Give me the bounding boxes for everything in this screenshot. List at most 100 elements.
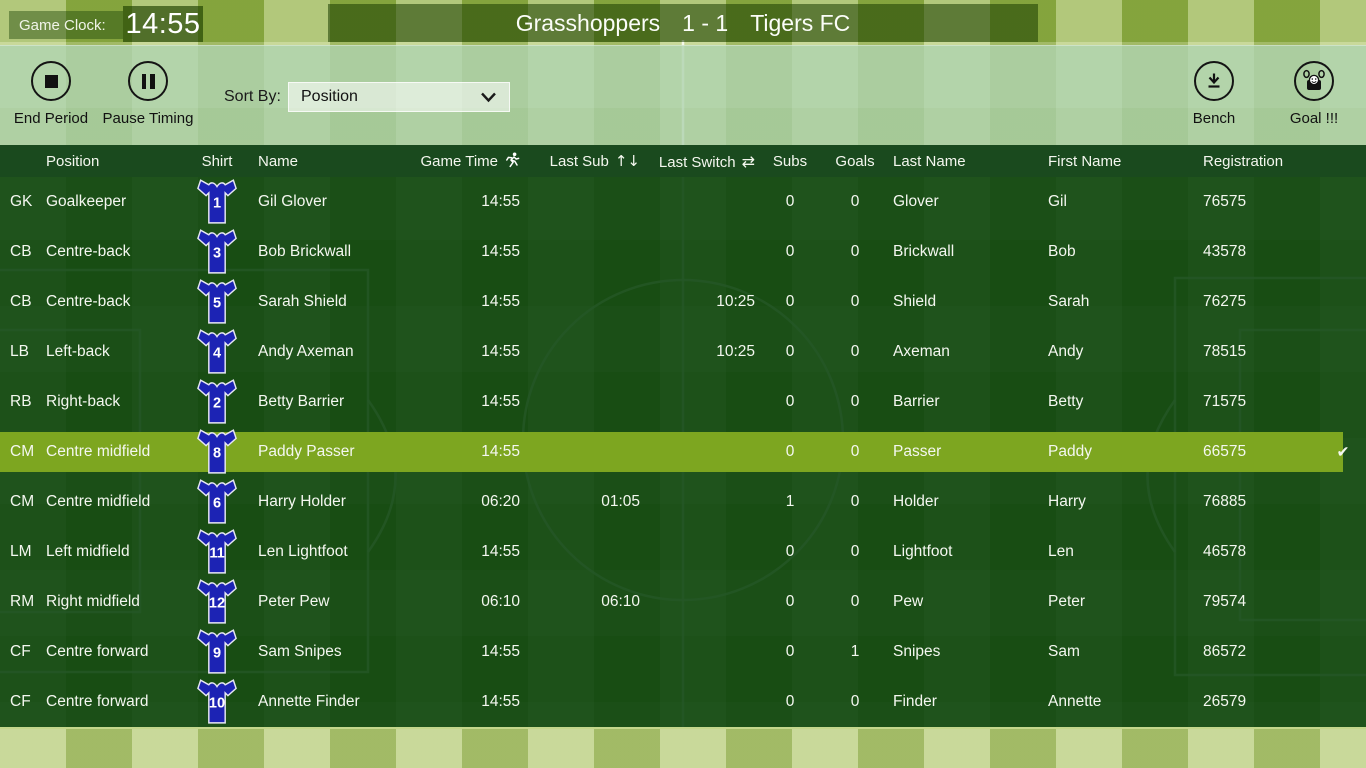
player-row[interactable]: CF Centre forward 10 Annette Finder 14:55 0 0 F… (0, 677, 1366, 727)
cell-first_name: Sarah (1048, 293, 1090, 310)
cell-name: Sarah Shield (258, 293, 347, 310)
svg-text:11: 11 (209, 545, 224, 561)
cell-last_switch: 10:25 (716, 343, 755, 360)
shirt-icon: 6 (197, 479, 237, 524)
cell-code: RM (10, 593, 35, 610)
cell-registration: 46578 (1203, 543, 1247, 560)
player-row[interactable]: RM Right midfield 12 Peter Pew 06:10 06:10 0 0 P… (0, 577, 1366, 627)
cell-position: Goalkeeper (46, 193, 127, 210)
cell-code: CF (10, 693, 31, 710)
player-row[interactable]: LB Left-back 4 Andy Axeman 14:55 10:25 0 0 Axema… (0, 327, 1366, 377)
player-row[interactable]: CB Centre-back 3 Bob Brickwall 14:55 0 0 Brickw… (0, 227, 1366, 277)
pause-timing-button[interactable]: Pause Timing (100, 61, 196, 127)
cell-first_name: Len (1048, 543, 1074, 560)
header-game-time[interactable]: Game Time (420, 152, 520, 170)
scoreboard: Grasshoppers 1 - 1 Tigers FC (328, 4, 1038, 42)
cell-goals: 0 (850, 543, 860, 560)
cell-game_time: 14:55 (481, 693, 520, 710)
game-clock-box: 14:55 (123, 6, 203, 42)
game-clock-band: Game Clock: (9, 11, 123, 39)
end-period-label: End Period (13, 110, 89, 127)
pause-timing-label: Pause Timing (102, 110, 194, 127)
cell-shirt: 2 (186, 377, 248, 427)
goal-button[interactable]: Goal !!! (1276, 61, 1352, 127)
cell-game_time: 14:55 (481, 293, 520, 310)
cell-registration: 26579 (1203, 693, 1247, 710)
cell-game_time: 14:55 (481, 443, 520, 460)
cell-registration: 43578 (1203, 243, 1247, 260)
cell-goals: 0 (850, 243, 860, 260)
goal-celebration-icon (1294, 61, 1334, 101)
away-team-name: Tigers FC (750, 9, 851, 36)
player-row[interactable]: GK Goalkeeper 1 Gil Glover 14:55 0 0 Glover Gil 7… (0, 177, 1366, 227)
header-last-name: Last Name (893, 152, 966, 170)
cell-first_name: Peter (1048, 593, 1086, 610)
shirt-icon: 8 (197, 429, 237, 474)
shirt-icon: 11 (197, 529, 237, 574)
cell-name: Paddy Passer (258, 443, 355, 460)
player-row[interactable]: RB Right-back 2 Betty Barrier 14:55 0 0 Barrier… (0, 377, 1366, 427)
cell-subs: 0 (785, 393, 795, 410)
cell-position: Centre forward (46, 643, 149, 660)
header-subs: Subs (772, 152, 808, 170)
cell-position: Left midfield (46, 543, 130, 560)
cell-last_sub: 06:10 (601, 593, 640, 610)
cell-subs: 1 (785, 493, 795, 510)
player-row[interactable]: CF Centre forward 9 Sam Snipes 14:55 0 1 Snipes… (0, 627, 1366, 677)
cell-goals: 0 (850, 393, 860, 410)
cell-registration: 71575 (1203, 393, 1247, 410)
cell-goals: 0 (850, 493, 860, 510)
svg-text:5: 5 (213, 295, 221, 311)
cell-name: Len Lightfoot (258, 543, 348, 560)
cell-shirt: 11 (186, 527, 248, 577)
game-clock-label: Game Clock: (19, 16, 106, 34)
cell-subs: 0 (785, 443, 795, 460)
header-position: Position (46, 152, 100, 170)
shirt-icon: 5 (197, 279, 237, 324)
header-last-sub[interactable]: Last Sub ↑↓ (549, 152, 640, 170)
cell-last_name: Glover (893, 193, 939, 210)
chevron-down-icon (481, 92, 496, 103)
cell-game_time: 14:55 (481, 643, 520, 660)
cell-shirt: 8 (186, 427, 248, 477)
cell-subs: 0 (785, 193, 795, 210)
player-row[interactable]: CB Centre-back 5 Sarah Shield 14:55 10:25 0 0 Sh… (0, 277, 1366, 327)
cell-game_time: 06:20 (481, 493, 520, 510)
cell-name: Sam Snipes (258, 643, 342, 660)
cell-code: CF (10, 643, 31, 660)
cell-shirt: 4 (186, 327, 248, 377)
cell-code: CM (10, 493, 35, 510)
stop-icon (31, 61, 71, 101)
player-row[interactable]: CM Centre midfield 8 Paddy Passer 14:55 0 0 Pas… (0, 427, 1366, 477)
cell-goals: 0 (850, 443, 860, 460)
cell-name: Gil Glover (258, 193, 327, 210)
header-last-switch[interactable]: Last Switch ⇄ (658, 151, 755, 171)
cell-code: GK (10, 193, 33, 210)
cell-position: Left-back (46, 343, 110, 360)
cell-last_name: Shield (893, 293, 937, 310)
runner-icon (506, 152, 520, 168)
bench-icon (1194, 61, 1234, 101)
cell-position: Centre forward (46, 693, 149, 710)
cell-first_name: Sam (1048, 643, 1080, 660)
header-registration: Registration (1203, 152, 1284, 170)
cell-goals: 0 (850, 693, 860, 710)
sort-by-dropdown[interactable]: Position (288, 82, 510, 112)
cell-position: Right midfield (46, 593, 140, 610)
end-period-button[interactable]: End Period (12, 61, 90, 127)
cell-code: LB (10, 343, 29, 360)
player-row[interactable]: LM Left midfield 11 Len Lightfoot 14:55 0 0 Lig… (0, 527, 1366, 577)
cell-subs: 0 (785, 293, 795, 310)
cell-last_name: Brickwall (893, 243, 955, 260)
cell-first_name: Paddy (1048, 443, 1092, 460)
cell-subs: 0 (785, 693, 795, 710)
up-down-arrows-icon: ↑↓ (614, 152, 640, 170)
swap-arrows-icon: ⇄ (741, 151, 755, 171)
player-row[interactable]: CM Centre midfield 6 Harry Holder 06:20 01:05… (0, 477, 1366, 527)
cell-subs: 0 (785, 643, 795, 660)
bench-button[interactable]: Bench (1176, 61, 1252, 127)
cell-last_name: Lightfoot (893, 543, 953, 560)
cell-last_name: Holder (893, 493, 939, 510)
cell-registration: 86572 (1203, 643, 1247, 660)
